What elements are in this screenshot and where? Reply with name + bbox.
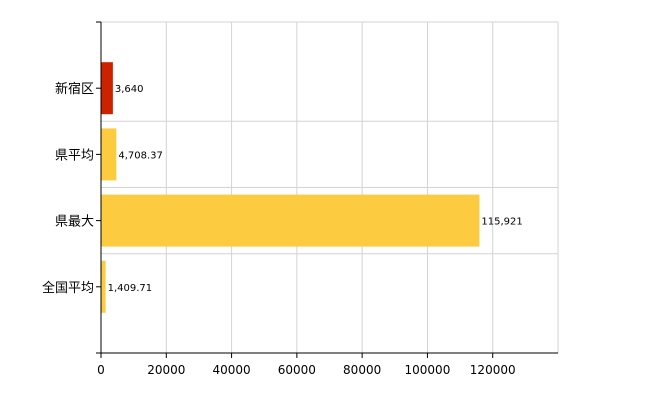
data-label: 1,409.71 — [108, 283, 153, 294]
bar-2 — [101, 128, 117, 181]
category-label: 県最大 — [55, 215, 94, 230]
x-tick-label: 40000 — [212, 363, 250, 377]
category-label: 県平均 — [55, 148, 94, 163]
data-label: 4,708.37 — [118, 150, 163, 161]
bar-1 — [101, 62, 113, 115]
x-tick-label: 80000 — [343, 363, 381, 377]
category-label: 全国平均 — [42, 280, 94, 296]
x-tick-label: 20000 — [147, 363, 185, 377]
x-tick-label: 60000 — [278, 363, 316, 377]
x-tick-label: 120000 — [470, 363, 516, 377]
x-tick-label: 0 — [97, 363, 105, 377]
data-label: 3,640 — [115, 84, 144, 95]
bar-4 — [101, 260, 106, 313]
bar-3 — [101, 194, 480, 247]
category-label: 新宿区 — [55, 81, 94, 97]
x-tick-label: 100000 — [405, 363, 451, 377]
data-label: 115,921 — [481, 217, 522, 228]
